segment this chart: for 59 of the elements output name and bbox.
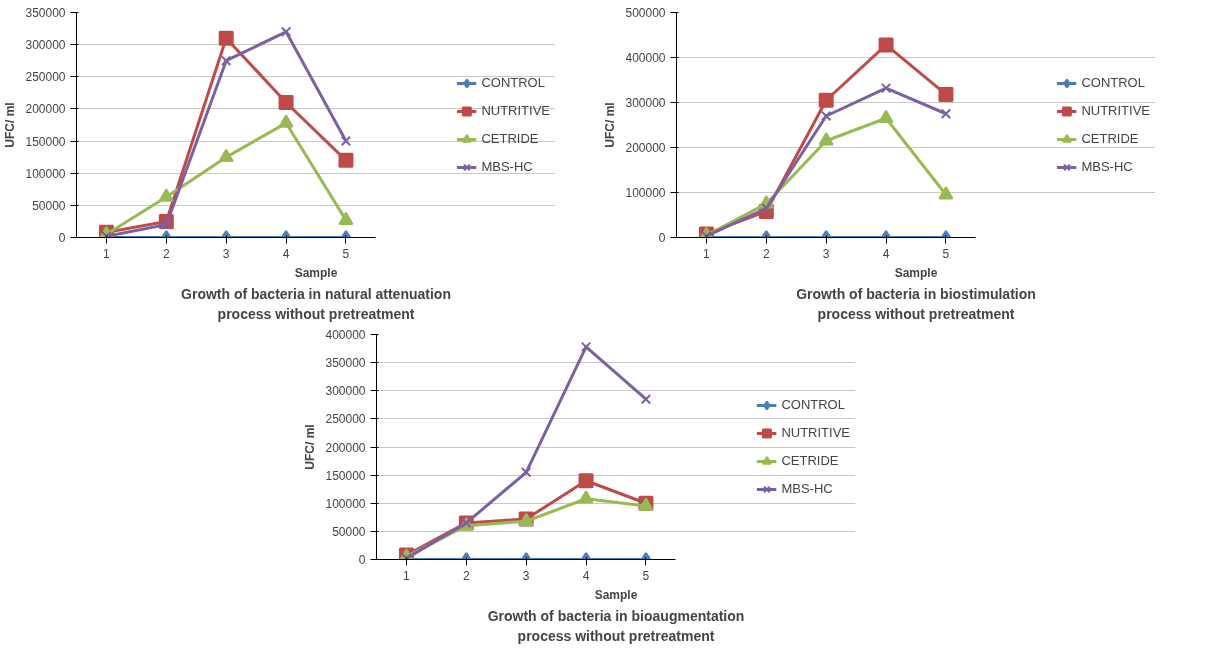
x-tick-label: 1 [403,568,411,583]
y-tick-label: 200000 [625,141,666,155]
y-tick-label: 50000 [32,198,66,213]
x-tick-label: 3 [222,246,230,261]
y-tick-label: 400000 [625,51,666,65]
x-tick-label: 3 [522,568,530,583]
text: Growth of bacteria in natural attenuation process without pretreatment [181,285,451,322]
x-tick-label: 5 [642,568,650,583]
y-tick-label: 100000 [625,186,666,200]
y-tick-label: 100000 [325,496,366,511]
x-tick-label: 2 [762,246,770,261]
y-tick-label: 200000 [25,102,66,117]
x-tick-label: 1 [103,246,111,261]
x-tick-label: 5 [342,246,350,261]
y-tick-label: 300000 [325,384,366,399]
legend-label: NUTRITIVE [1081,103,1150,118]
y-tick-label: 150000 [25,134,66,149]
x-axis-title: Sample [294,265,338,280]
y-tick-label: 200000 [325,440,366,455]
legend-label: MBS-HC [481,159,533,174]
x-axis-title: Sample [594,587,638,602]
x-tick-label: 4 [582,568,590,583]
legend-label: CONTROL [781,397,845,412]
text: Growth of bacteria in biostimulation process without pretreatment [796,285,1036,322]
text: Growth of bacteria in bioaugmentation process without pretreatment [487,607,745,644]
y-tick-label: 0 [658,231,666,245]
y-tick-label: 250000 [325,412,366,427]
y-axis-title: UFC/ ml [3,102,18,148]
y-tick-label: 100000 [25,166,66,181]
x-tick-label: 4 [882,246,890,261]
x-tick-label: 2 [162,246,170,261]
x-tick-label: 2 [462,568,470,583]
legend-label: CETRIDE [481,131,539,146]
x-axis-title: Sample [894,265,938,280]
legend-label: NUTRITIVE [481,103,550,118]
legend-label: CETRIDE [1081,131,1139,146]
y-axis-title: UFC/ ml [603,102,618,148]
y-tick-label: 400000 [325,328,366,342]
legend-label: CETRIDE [781,453,839,468]
y-tick-label: 0 [58,231,66,245]
y-axis-title: UFC/ ml [303,424,318,470]
y-tick-label: 300000 [25,38,66,53]
legend-label: NUTRITIVE [781,425,850,440]
y-tick-label: 350000 [325,356,366,371]
y-tick-label: 150000 [325,468,366,483]
y-tick-label: 0 [358,553,366,567]
legend-label: CONTROL [481,75,545,90]
y-tick-label: 50000 [332,524,366,539]
legend-label: CONTROL [1081,75,1145,90]
x-tick-label: 5 [942,246,950,261]
y-tick-label: 250000 [25,70,66,85]
y-tick-label: 500000 [625,6,666,20]
x-tick-label: 1 [703,246,711,261]
y-tick-label: 300000 [625,96,666,110]
x-tick-label: 4 [282,246,290,261]
x-tick-label: 3 [822,246,830,261]
legend-label: MBS-HC [781,481,833,496]
legend-label: MBS-HC [1081,159,1133,174]
y-tick-label: 350000 [25,6,66,20]
